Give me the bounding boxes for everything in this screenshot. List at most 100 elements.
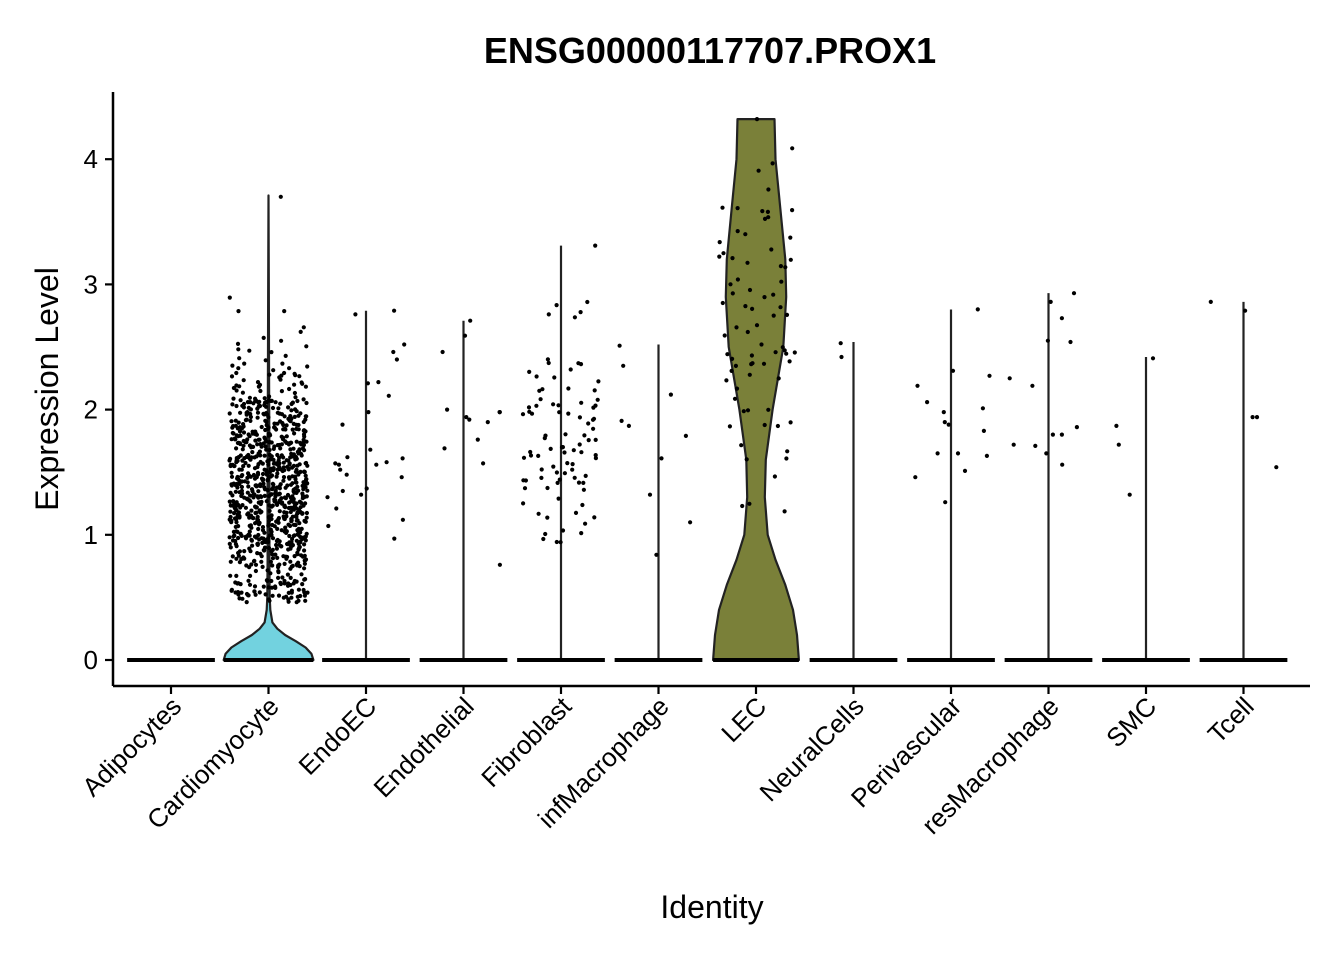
data-point [234,403,239,409]
data-point [792,350,797,355]
data-point [765,209,771,214]
data-point [384,460,389,465]
data-point [300,381,305,386]
data-point [762,422,767,428]
data-point [942,420,947,425]
data-point [1059,432,1064,437]
data-point [257,437,262,442]
data-point [732,396,738,401]
data-point [326,523,331,529]
data-point [298,411,303,416]
x-tick-label: SMC [1100,691,1162,753]
data-point [274,519,279,524]
data-point [784,312,790,317]
data-point [743,304,748,309]
y-tick-label: 0 [84,645,98,675]
data-point [780,345,785,350]
data-point [237,425,242,430]
data-point [756,168,761,173]
data-point [270,593,275,598]
data-point [240,390,245,395]
data-point [557,410,562,415]
data-point [227,541,232,547]
data-point [275,537,280,543]
data-point [770,161,775,166]
data-point [266,585,271,590]
data-point [579,531,584,536]
data-point [286,493,291,498]
data-point [528,453,534,458]
y-tick-label: 3 [84,269,98,299]
data-point [234,556,239,561]
data-point [586,421,591,426]
data-point [292,371,297,376]
data-point [270,468,275,473]
data-point [250,450,255,455]
data-point [280,575,285,580]
data-point [771,292,776,297]
data-point [955,451,961,456]
data-point [228,509,233,514]
data-point [266,518,272,524]
x-tick-label: Endothelial [368,691,480,803]
data-point [775,423,781,429]
data-point [304,344,309,349]
data-point [238,398,243,403]
data-point [258,453,263,458]
data-point [273,585,278,591]
data-point [248,493,253,498]
data-point [290,506,295,511]
data-point [248,414,253,420]
data-point [400,517,405,522]
data-point [521,455,527,460]
data-point [296,541,301,547]
data-point [255,380,261,385]
data-point [267,394,272,399]
data-point [267,508,272,513]
data-point [291,581,296,586]
data-point [230,493,235,498]
data-point [283,427,288,432]
data-point [245,410,250,415]
data-point [235,511,240,517]
data-point [229,482,234,487]
data-point [571,448,576,453]
data-point [254,510,259,515]
data-point [297,462,302,467]
data-point [1007,376,1012,381]
data-point [237,549,242,554]
data-point [269,585,274,590]
data-point [276,575,281,581]
data-point [266,523,271,528]
data-point [301,397,306,402]
data-point [546,360,551,366]
data-point [659,456,664,461]
data-point [235,341,241,346]
data-point [290,543,295,548]
data-point [228,462,233,467]
data-point [300,535,306,540]
data-point [282,516,287,522]
data-point [266,545,272,551]
data-point [273,400,278,405]
data-point [241,430,247,435]
data-point [239,474,244,479]
data-point [1071,291,1077,296]
data-point [576,480,582,485]
data-point [229,587,234,592]
data-point [247,533,252,538]
data-point [238,410,243,415]
data-point [230,430,235,436]
data-point [228,573,233,578]
data-point [475,437,480,442]
data-point [261,481,266,486]
data-point [282,309,287,314]
data-point [236,524,241,529]
data-point [778,305,783,310]
data-point [241,443,246,448]
data-point [241,438,246,444]
data-point [290,481,295,486]
data-point [526,405,532,410]
data-point [299,526,304,532]
